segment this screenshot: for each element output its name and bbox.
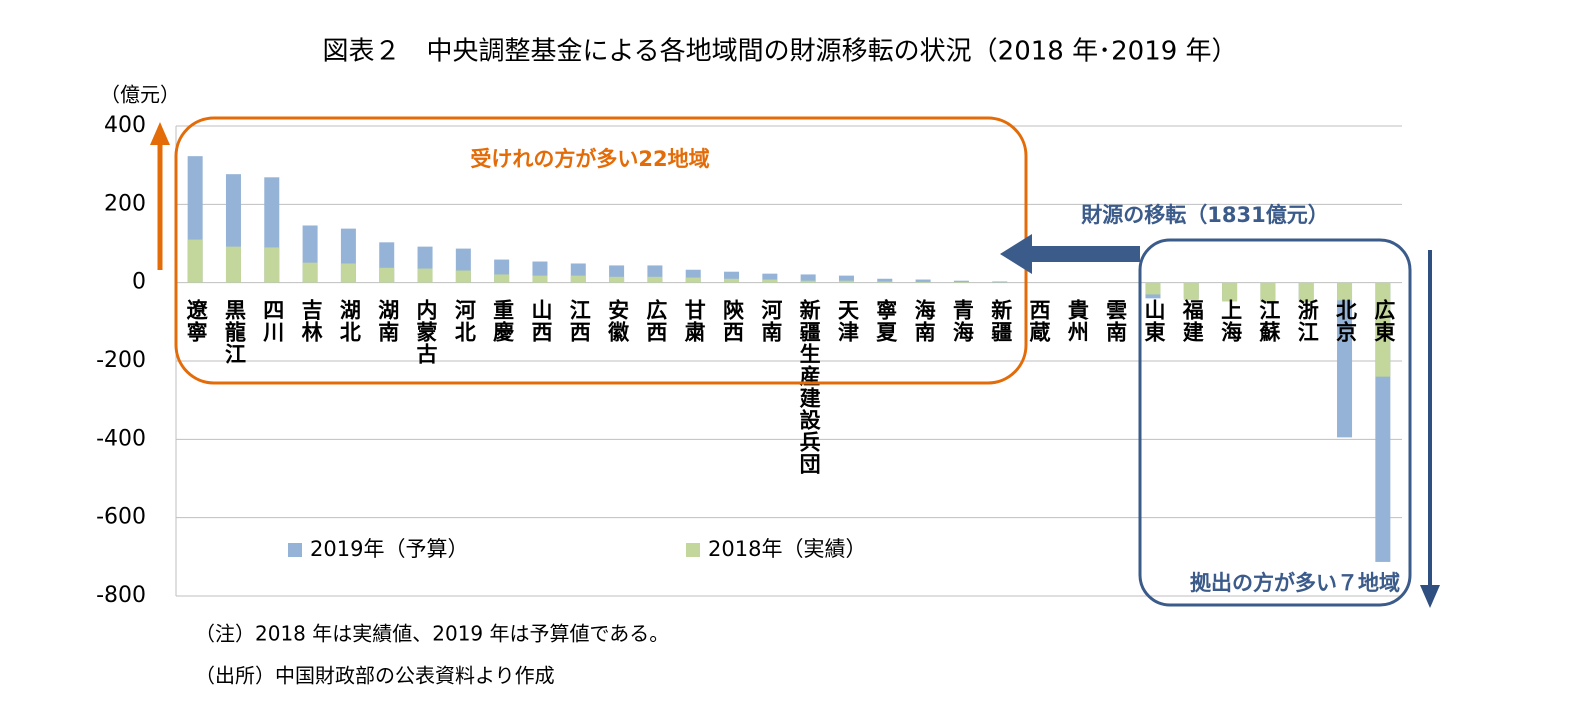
x-tick-label: 陝西 bbox=[721, 299, 745, 343]
y-tick-label: -200 bbox=[96, 348, 146, 373]
legend-label: 2018年（実績） bbox=[708, 537, 866, 561]
x-tick-label: 河南 bbox=[759, 299, 783, 343]
x-tick-label: 湖北 bbox=[337, 299, 361, 343]
annotation: 拠出の方が多い７地域 bbox=[1190, 571, 1400, 595]
x-tick-label: 江蘇 bbox=[1257, 299, 1282, 343]
bar bbox=[762, 273, 778, 283]
plot-area: -800-600-400-2000200400遼寧 黒龍江 四川 吉林 湖北 湖南 内蒙古河… bbox=[96, 113, 1402, 608]
bar bbox=[570, 275, 586, 283]
legend-label: 2019年（予算） bbox=[310, 537, 468, 561]
annotation: 受けれの方が多い22地域 bbox=[470, 147, 709, 171]
x-tick-label: 広東 bbox=[1372, 298, 1396, 343]
bar bbox=[800, 274, 816, 283]
y-tick-label: 0 bbox=[132, 270, 146, 295]
bar bbox=[838, 275, 854, 283]
y-tick-label: -800 bbox=[96, 583, 146, 608]
bar bbox=[1337, 282, 1353, 301]
bar bbox=[915, 281, 931, 283]
bar bbox=[1375, 282, 1391, 377]
y-tick-label: 200 bbox=[104, 191, 146, 216]
x-tick-label: 新疆 bbox=[989, 298, 1013, 343]
transfer-arrow bbox=[1000, 234, 1140, 274]
x-tick-label: 四川 bbox=[261, 299, 286, 343]
bar bbox=[225, 246, 241, 283]
x-tick-label: 貴州 bbox=[1065, 299, 1089, 343]
annotation: 財源の移転（1831億元） bbox=[1081, 203, 1328, 227]
x-tick-label: 海南 bbox=[912, 298, 936, 343]
x-tick-label: 吉林 bbox=[299, 299, 323, 343]
note: （出所）中国財政部の公表資料より作成 bbox=[195, 664, 555, 688]
bar bbox=[1337, 282, 1353, 438]
bar bbox=[379, 267, 395, 283]
y-tick-label: -600 bbox=[96, 505, 146, 530]
bar bbox=[953, 280, 969, 283]
bar bbox=[302, 262, 318, 283]
bar bbox=[762, 279, 778, 283]
bar bbox=[264, 247, 280, 283]
x-tick-label: 重慶 bbox=[491, 299, 515, 343]
bar bbox=[877, 278, 893, 283]
bar bbox=[724, 278, 740, 283]
legend-swatch bbox=[288, 543, 302, 557]
bar bbox=[838, 280, 854, 283]
y-tick-label: 400 bbox=[104, 113, 146, 138]
bar bbox=[877, 281, 893, 283]
bar bbox=[1222, 282, 1238, 302]
bar bbox=[1145, 282, 1161, 295]
x-tick-label: 遼寧 bbox=[184, 298, 208, 343]
bar bbox=[494, 274, 510, 283]
x-tick-label: 上海 bbox=[1219, 299, 1243, 343]
bar bbox=[685, 277, 701, 283]
bar bbox=[724, 271, 740, 283]
bar bbox=[953, 281, 969, 283]
x-tick-label: 河北 bbox=[452, 299, 476, 343]
y-axis-label: （億元） bbox=[100, 83, 180, 107]
bar bbox=[455, 270, 471, 283]
x-tick-label: 安徽 bbox=[606, 298, 631, 343]
x-tick-label: 北京 bbox=[1334, 299, 1358, 343]
x-tick-label: 甘粛 bbox=[682, 299, 707, 343]
x-tick-label: 山西 bbox=[529, 299, 553, 343]
x-tick-label: 江西 bbox=[567, 299, 591, 343]
bar bbox=[647, 276, 663, 283]
x-tick-label: 天津 bbox=[835, 299, 859, 343]
legend-swatch bbox=[686, 543, 700, 557]
x-tick-label: 内蒙古 bbox=[414, 298, 438, 365]
x-tick-label: 浙江 bbox=[1295, 299, 1319, 343]
bar bbox=[1260, 282, 1276, 303]
bar bbox=[187, 239, 203, 283]
bar bbox=[992, 281, 1008, 283]
bar bbox=[1183, 282, 1199, 300]
x-tick-label: 西蔵 bbox=[1027, 299, 1051, 343]
y-tick-label: -400 bbox=[96, 426, 146, 451]
bar bbox=[532, 275, 548, 283]
contributor-box bbox=[1138, 238, 1412, 607]
x-tick-label: 青海 bbox=[950, 299, 974, 343]
x-tick-label: 広西 bbox=[644, 298, 668, 343]
bar bbox=[609, 276, 625, 283]
x-tick-label: 寧夏 bbox=[874, 298, 898, 343]
x-tick-label: 湖南 bbox=[376, 299, 400, 343]
x-tick-label: 雲南 bbox=[1104, 299, 1128, 343]
bar bbox=[340, 263, 356, 283]
x-tick-label: 黒龍江 bbox=[222, 299, 246, 365]
x-tick-label: 山東 bbox=[1142, 299, 1166, 343]
down-arrow bbox=[1420, 250, 1440, 608]
bar bbox=[417, 268, 433, 283]
x-tick-label: 福建 bbox=[1180, 299, 1205, 343]
bar bbox=[915, 279, 931, 283]
note: （注）2018 年は実績値、2019 年は予算値である。 bbox=[195, 622, 669, 646]
bar bbox=[800, 280, 816, 283]
x-tick-label: 新疆生産建設兵団 bbox=[797, 298, 821, 475]
chart-title: 図表２ 中央調整基金による各地域間の財源移転の状況（2018 年･2019 年） bbox=[322, 37, 1237, 67]
up-arrow bbox=[150, 122, 170, 270]
bar bbox=[1298, 282, 1314, 303]
